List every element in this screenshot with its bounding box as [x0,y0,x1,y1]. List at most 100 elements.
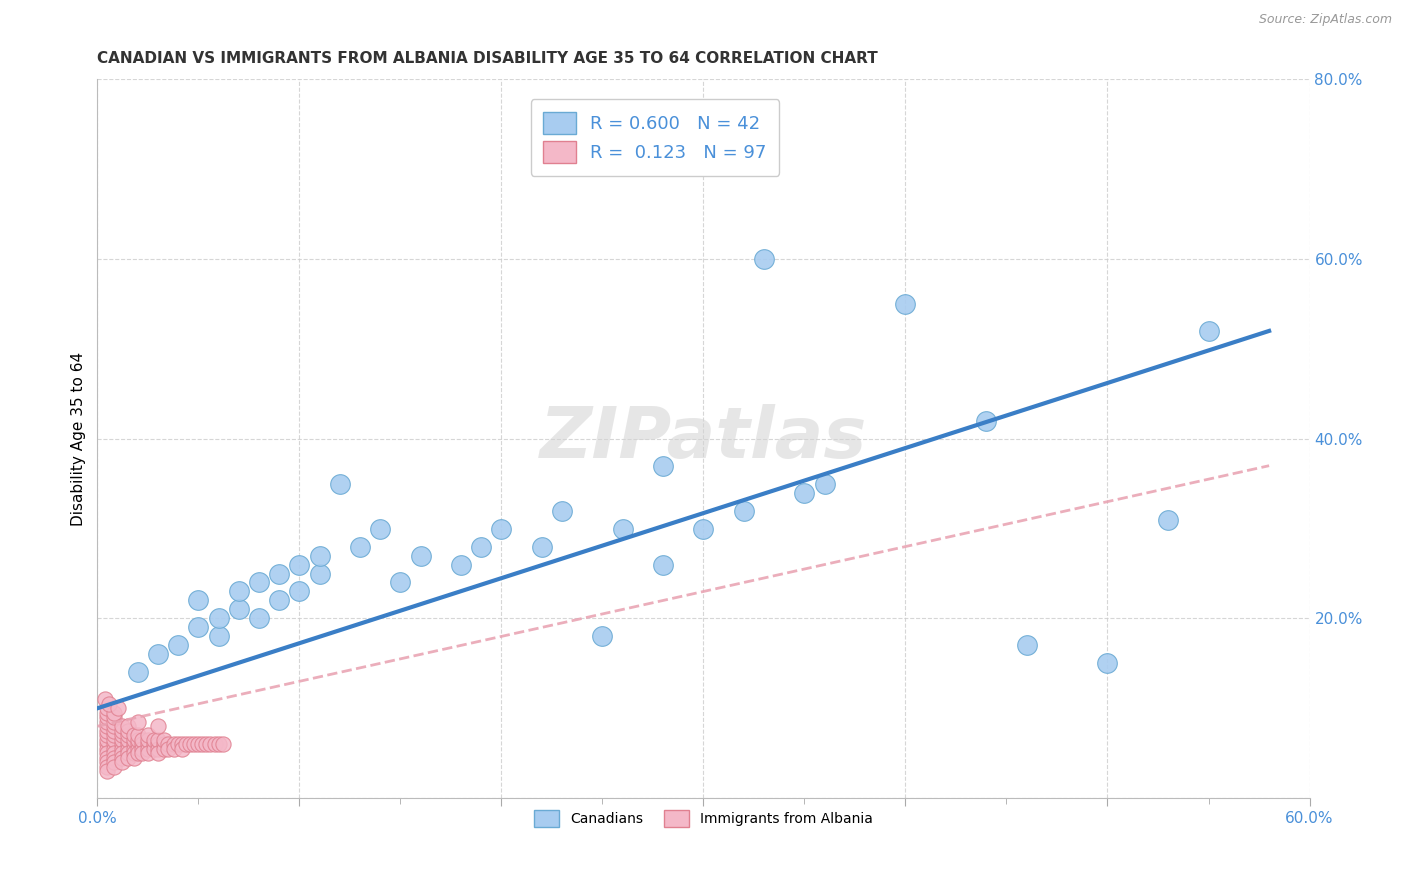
Point [103,710,125,724]
Point [612,522,634,536]
Point [146,648,169,662]
Point [110,723,132,738]
Point [157,741,180,756]
Text: CANADIAN VS IMMIGRANTS FROM ALBANIA DISABILITY AGE 35 TO 64 CORRELATION CHART: CANADIAN VS IMMIGRANTS FROM ALBANIA DISA… [97,51,879,66]
Point [207,737,229,751]
Point [96,746,118,760]
Point [211,737,233,751]
Point [368,522,391,536]
Point [103,760,125,774]
Point [103,719,125,733]
Point [1198,324,1220,338]
Text: ZIPatlas: ZIPatlas [540,404,868,474]
Point [122,732,145,747]
Point [110,741,132,756]
Point [146,746,169,760]
Point [127,728,149,742]
Point [652,558,675,572]
Y-axis label: Disability Age 35 to 64: Disability Age 35 to 64 [72,351,86,525]
Point [174,737,197,751]
Point [94,692,117,706]
Point [96,755,118,769]
Point [163,741,186,756]
Point [1015,639,1038,653]
Point [551,503,574,517]
Point [96,728,118,742]
Point [652,458,675,473]
Point [117,750,139,764]
Point [329,476,352,491]
Point [288,558,311,572]
Text: Source: ZipAtlas.com: Source: ZipAtlas.com [1258,13,1392,27]
Point [1157,513,1180,527]
Point [142,741,165,756]
Point [96,764,118,779]
Point [733,503,755,517]
Point [228,584,250,599]
Point [117,719,139,733]
Point [136,737,159,751]
Point [153,732,176,747]
Point [127,714,149,729]
Point [127,737,149,751]
Point [107,701,129,715]
Point [103,732,125,747]
Point [146,732,169,747]
Point [288,584,311,599]
Point [96,714,118,729]
Point [110,755,132,769]
Point [470,540,492,554]
Point [269,566,291,581]
Point [117,728,139,742]
Point [247,575,270,590]
Point [308,566,330,581]
Point [167,737,190,751]
Point [187,593,209,607]
Point [110,728,132,742]
Point [450,558,472,572]
Point [692,522,714,536]
Point [389,575,412,590]
Point [146,719,169,733]
Point [96,719,118,733]
Point [146,741,169,756]
Point [110,732,132,747]
Point [122,741,145,756]
Point [228,602,250,616]
Point [530,540,553,554]
Point [117,732,139,747]
Point [103,714,125,729]
Point [269,593,291,607]
Point [96,741,118,756]
Point [136,746,159,760]
Point [96,737,118,751]
Point [146,737,169,751]
Point [191,737,214,751]
Point [103,755,125,769]
Point [117,737,139,751]
Point [110,737,132,751]
Point [195,737,218,751]
Point [131,732,153,747]
Point [409,549,432,563]
Point [308,549,330,563]
Point [974,414,997,428]
Point [96,710,118,724]
Point [247,611,270,625]
Point [163,737,186,751]
Point [142,732,165,747]
Point [157,737,180,751]
Point [127,665,149,680]
Point [187,737,209,751]
Point [117,723,139,738]
Point [752,252,775,266]
Point [103,728,125,742]
Point [136,741,159,756]
Point [172,737,194,751]
Point [122,737,145,751]
Point [142,737,165,751]
Point [110,719,132,733]
Legend: Canadians, Immigrants from Albania: Canadians, Immigrants from Albania [527,804,880,834]
Point [207,611,229,625]
Point [103,741,125,756]
